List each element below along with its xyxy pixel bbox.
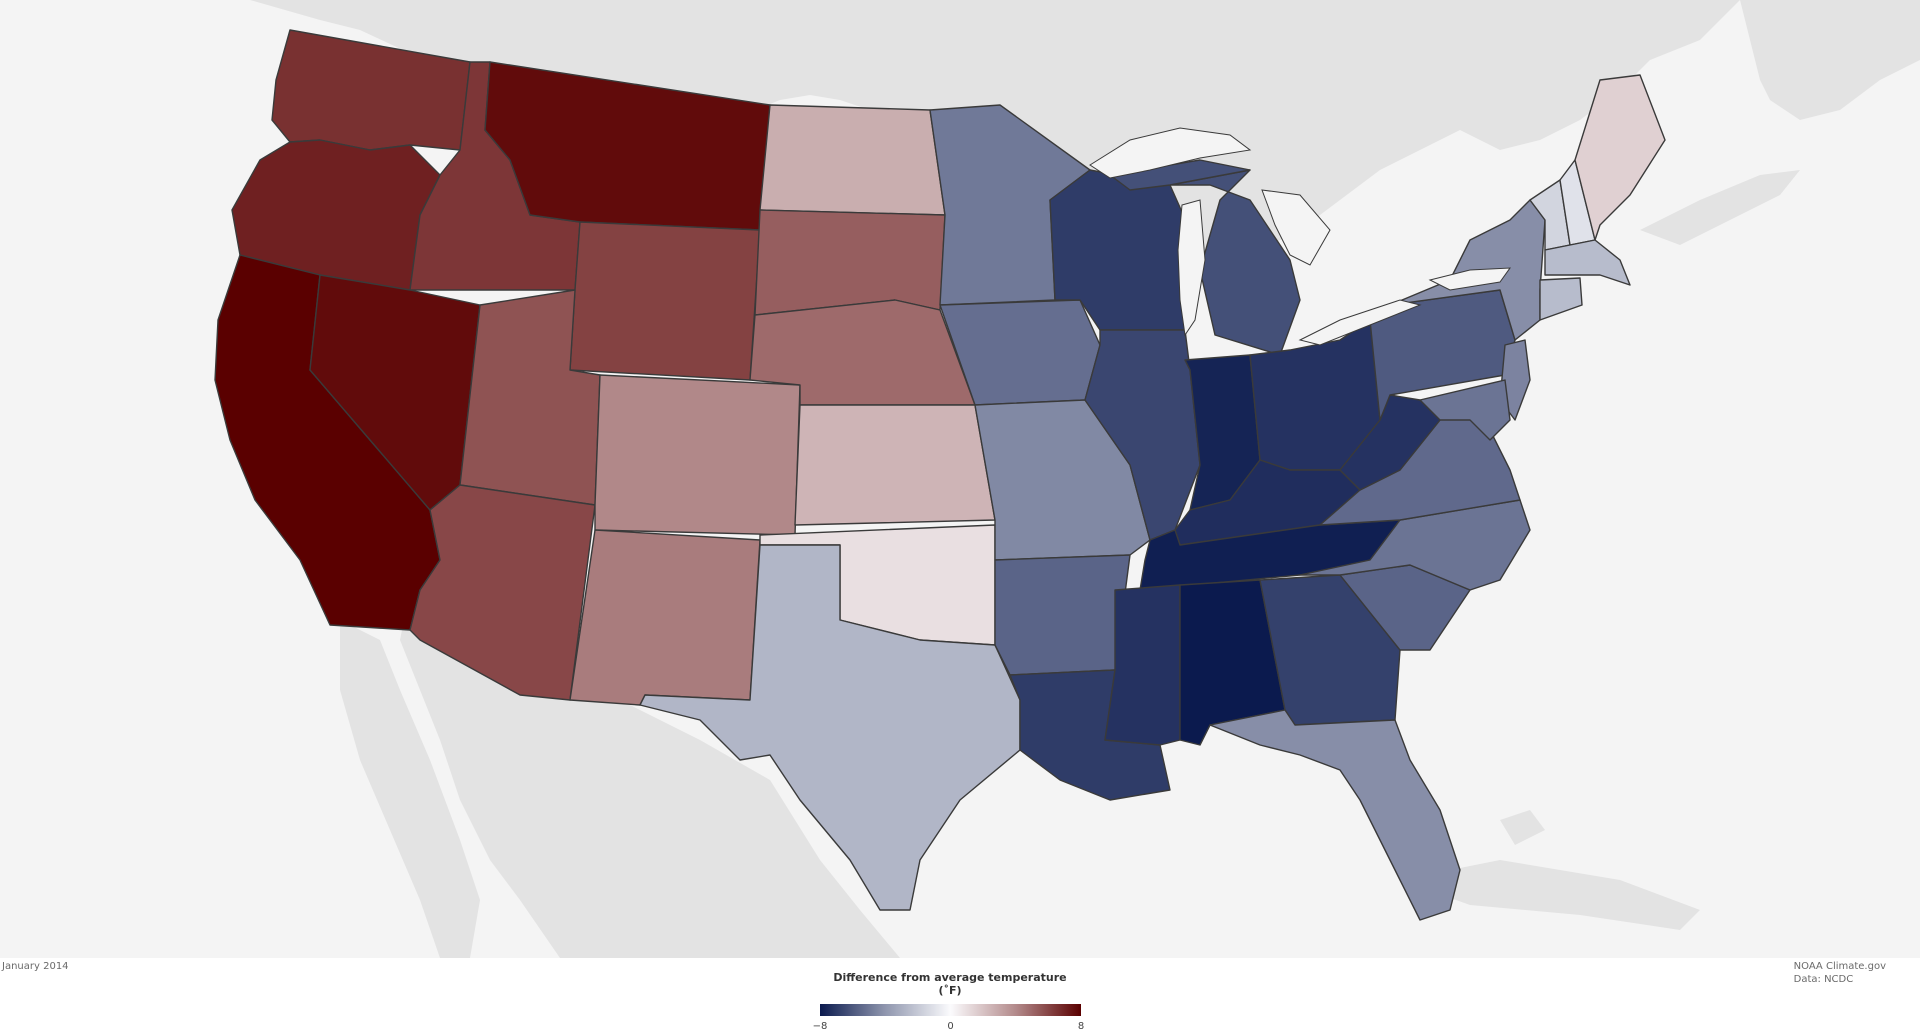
baja-landmass xyxy=(340,620,480,958)
state-mississippi[interactable] xyxy=(1104,584,1181,746)
state-massachusetts[interactable] xyxy=(1544,239,1631,286)
state-colorado[interactable] xyxy=(594,374,801,536)
state-arizona[interactable] xyxy=(409,484,596,701)
legend-ticks: −8 0 8 xyxy=(813,1021,1085,1035)
legend-tick-mid: 0 xyxy=(947,1021,954,1032)
legend-tick-min: −8 xyxy=(812,1021,828,1032)
state-michigan[interactable] xyxy=(1169,169,1301,356)
states-layer xyxy=(214,29,1666,921)
lake-ontario xyxy=(1428,267,1512,291)
state-maine[interactable] xyxy=(1574,74,1666,241)
canada-east-landmass xyxy=(1740,0,1920,120)
bahamas-landmass xyxy=(1500,810,1545,845)
map-date-label: January 2014 xyxy=(2,961,69,972)
map-panel xyxy=(0,0,1920,958)
credit-label: NOAA Climate.gov xyxy=(1793,961,1886,972)
nova-scotia-landmass xyxy=(1640,170,1800,245)
cuba-landmass xyxy=(1400,860,1700,930)
legend-tick-max: 8 xyxy=(1077,1021,1085,1032)
state-kansas[interactable] xyxy=(794,404,996,526)
lake-superior xyxy=(1089,127,1252,179)
state-maryland[interactable] xyxy=(1419,379,1511,441)
source-label: Data: NCDC xyxy=(1793,974,1854,985)
state-arkansas[interactable] xyxy=(994,554,1131,676)
great-lakes xyxy=(1089,127,1512,346)
color-legend: Difference from average temperature (˚F)… xyxy=(813,971,1085,1035)
state-north-dakota[interactable] xyxy=(759,104,946,216)
state-south-dakota[interactable] xyxy=(754,209,946,316)
state-florida[interactable] xyxy=(1209,709,1461,921)
credit-block: NOAA Climate.gov Data: NCDC xyxy=(1794,960,1886,986)
state-new-mexico[interactable] xyxy=(569,529,761,706)
lake-huron xyxy=(1261,189,1331,266)
us-temperature-anomaly-map xyxy=(214,0,1920,958)
lake-erie xyxy=(1298,299,1422,346)
state-connecticut[interactable] xyxy=(1539,277,1583,321)
legend-color-bar xyxy=(820,1004,1081,1016)
state-wyoming[interactable] xyxy=(569,221,761,381)
lake-michigan xyxy=(1177,199,1206,337)
state-texas[interactable] xyxy=(639,544,1021,911)
state-michigan-upper[interactable] xyxy=(1109,159,1251,191)
legend-title: Difference from average temperature (˚F) xyxy=(833,971,1067,997)
